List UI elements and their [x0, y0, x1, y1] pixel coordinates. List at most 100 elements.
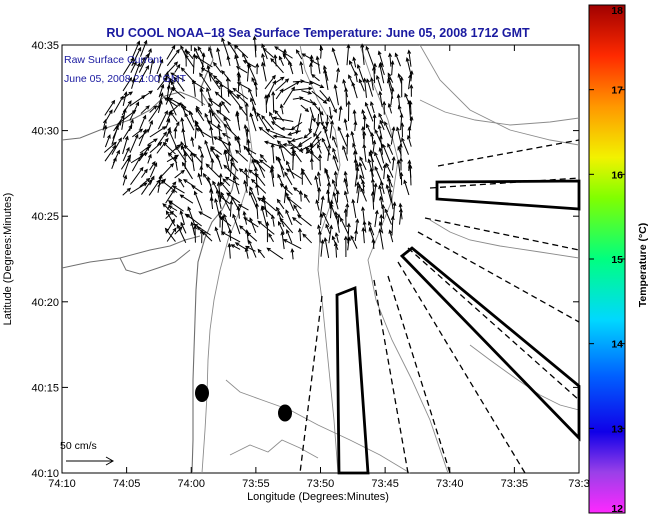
inset-line-1: Raw Surface Current — [64, 54, 162, 66]
x-tick-label: 73:3 — [568, 478, 589, 490]
current-vector — [362, 77, 367, 98]
current-vector — [317, 143, 322, 154]
current-vector — [372, 139, 377, 154]
current-vector — [193, 224, 198, 243]
x-tick-label: 74:05 — [113, 478, 141, 490]
current-vector — [366, 78, 374, 97]
current-vector — [388, 229, 394, 243]
current-vector — [243, 179, 248, 193]
current-vector — [359, 156, 367, 171]
current-vector — [256, 112, 268, 130]
current-vector — [343, 208, 348, 227]
current-vector — [141, 178, 153, 195]
current-vector — [346, 43, 351, 66]
current-vector — [336, 213, 341, 225]
current-vector — [345, 202, 350, 217]
current-vector — [201, 231, 213, 242]
current-vector — [315, 55, 321, 74]
current-vector — [336, 67, 341, 83]
current-vector — [165, 118, 171, 129]
depth-contour-4 — [419, 44, 580, 146]
current-vector — [392, 201, 397, 219]
current-vector — [374, 209, 379, 228]
current-vector — [147, 153, 152, 164]
current-vector — [391, 156, 396, 171]
current-vector — [360, 43, 365, 65]
current-vector — [390, 60, 395, 76]
current-vector — [170, 72, 186, 82]
current-vector — [323, 65, 329, 81]
current-vector — [261, 61, 267, 82]
current-vector — [244, 102, 249, 121]
current-vector — [259, 153, 267, 163]
current-vector — [282, 81, 300, 92]
scale-label: 50 cm/s — [60, 440, 97, 452]
current-vector — [130, 166, 144, 185]
current-vector — [271, 90, 276, 113]
current-vector — [352, 142, 358, 155]
current-vector — [332, 154, 339, 171]
current-vector — [364, 101, 374, 122]
current-vector — [329, 119, 334, 139]
current-vector — [148, 119, 154, 130]
current-vector — [204, 139, 213, 161]
current-vector — [233, 44, 249, 59]
current-vector — [223, 123, 239, 139]
current-vector — [227, 141, 232, 162]
current-vector — [396, 93, 401, 106]
current-vector — [338, 105, 343, 121]
current-vector — [191, 79, 196, 97]
current-vector — [218, 135, 230, 153]
y-tick-label: 40:30 — [31, 126, 59, 138]
current-vector — [406, 134, 412, 147]
depth-contour-8 — [419, 99, 580, 126]
current-vector — [227, 40, 239, 59]
current-vector — [122, 124, 133, 140]
current-vector — [315, 134, 321, 145]
current-vector — [378, 228, 384, 250]
current-vector — [156, 137, 169, 154]
current-vector — [282, 239, 302, 250]
current-vector — [302, 233, 313, 244]
current-vector — [381, 203, 386, 219]
current-vector — [275, 78, 290, 92]
current-vector — [275, 206, 284, 219]
current-vector — [335, 189, 340, 203]
current-vector — [291, 217, 302, 226]
current-vector — [409, 70, 414, 82]
current-vector — [279, 217, 294, 234]
current-vector — [111, 137, 122, 155]
current-vector — [378, 90, 383, 107]
x-tick-label: 73:35 — [501, 478, 529, 490]
inset-line-2: June 05, 2008 21:00 GMT — [64, 73, 187, 85]
current-vector — [388, 187, 394, 210]
current-vector — [111, 125, 119, 145]
current-vector — [274, 46, 293, 59]
current-vector — [184, 112, 195, 131]
current-vector — [362, 143, 367, 162]
current-vector — [194, 46, 205, 68]
current-vector — [384, 208, 392, 225]
current-vector — [283, 86, 295, 106]
current-vector — [226, 55, 231, 66]
current-vector — [234, 242, 247, 251]
current-vector — [408, 164, 413, 186]
current-vector — [322, 211, 330, 226]
current-vector — [216, 153, 223, 170]
current-vector — [408, 73, 412, 90]
current-vector — [361, 226, 366, 244]
current-vector — [256, 159, 265, 179]
current-vector — [131, 77, 136, 89]
current-vector — [301, 90, 313, 95]
current-vector — [158, 83, 165, 98]
current-vector — [390, 215, 395, 236]
current-vector — [235, 66, 248, 74]
current-vector — [378, 220, 384, 234]
current-vector — [232, 175, 240, 195]
current-vector — [262, 47, 274, 58]
current-vector — [405, 57, 412, 75]
current-vector — [351, 81, 358, 99]
current-vector — [102, 118, 107, 131]
current-vector — [298, 227, 302, 242]
current-vector — [280, 230, 285, 250]
